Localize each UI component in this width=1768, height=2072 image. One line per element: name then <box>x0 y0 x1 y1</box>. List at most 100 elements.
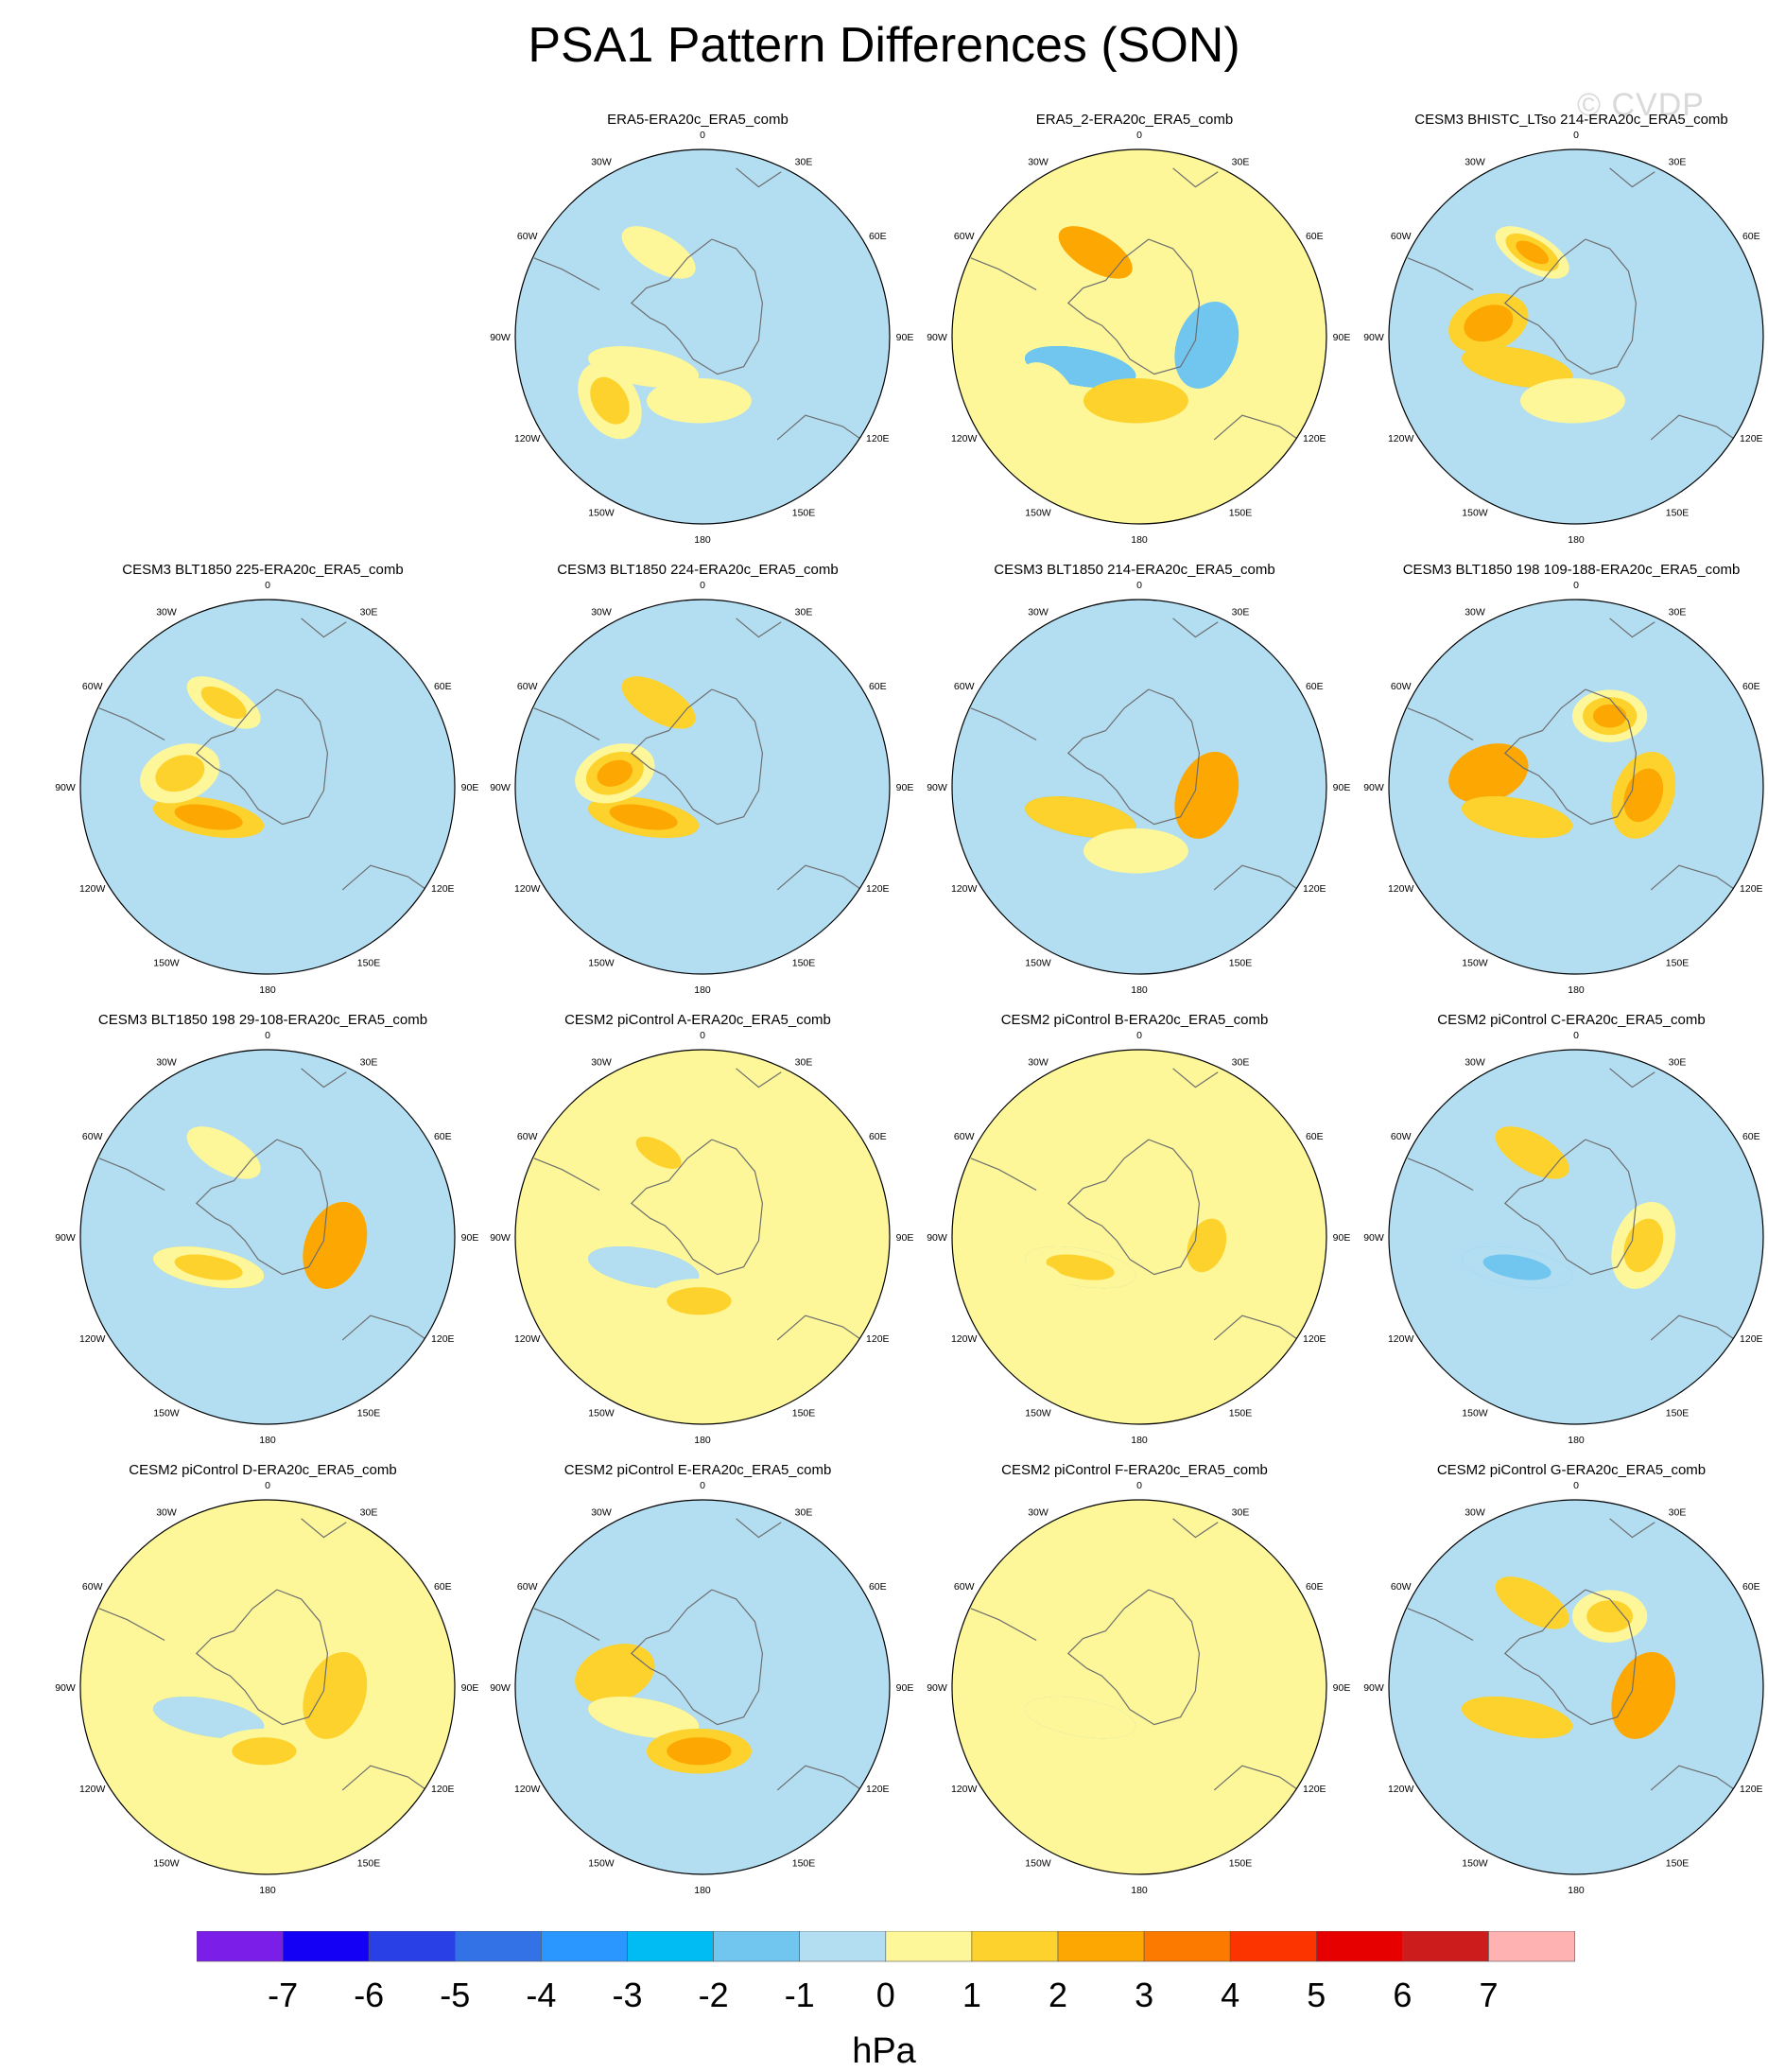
longitude-label: 120W <box>1388 1784 1414 1795</box>
map-border <box>79 1049 456 1425</box>
longitude-label: 150E <box>792 1857 816 1869</box>
map-background-fill <box>1389 1500 1763 1874</box>
colorbar-swatch <box>885 1931 973 1962</box>
australia-coastline <box>341 864 427 891</box>
longitude-label: 60W <box>82 1131 103 1142</box>
longitude-label: 120E <box>431 1333 455 1345</box>
contour-level-2 <box>1046 1254 1115 1280</box>
panel-title: CESM3 BLT1850 198 109-188-ERA20c_ERA5_co… <box>1402 562 1741 578</box>
contour-level-2 <box>155 755 205 792</box>
longitude-label: 120W <box>951 1333 978 1345</box>
longitude-label: 30W <box>591 607 612 618</box>
longitude-label: 30W <box>591 1507 612 1519</box>
longitude-label: 150E <box>1666 1857 1690 1869</box>
longitude-label: 150W <box>1462 957 1488 968</box>
south-america-coastline <box>970 1608 1037 1642</box>
south-america-coastline <box>970 257 1037 291</box>
australia-coastline <box>1650 1315 1736 1341</box>
south-america-coastline <box>98 707 165 741</box>
antarctica-coastline <box>195 1589 329 1726</box>
longitude-label: 30E <box>1669 157 1687 168</box>
map-background-fill <box>1389 1050 1763 1424</box>
longitude-label: 0 <box>1573 130 1579 141</box>
longitude-label: 0 <box>700 130 705 141</box>
longitude-label: 150W <box>1025 1857 1051 1869</box>
longitude-label: 90W <box>490 1232 511 1244</box>
colorbar-tick-label: 6 <box>1393 1976 1412 2014</box>
longitude-label: 60W <box>517 1581 538 1593</box>
longitude-label: 180 <box>1131 1435 1148 1446</box>
colorbar-swatch <box>1057 1931 1145 1962</box>
australia-coastline <box>776 864 862 891</box>
map-background-fill <box>80 600 455 974</box>
longitude-label: 0 <box>1136 1480 1142 1491</box>
map-border <box>951 1049 1327 1425</box>
longitude-label: 150W <box>1025 507 1051 518</box>
panel-title: CESM2 piControl C-ERA20c_ERA5_comb <box>1437 1012 1706 1028</box>
longitude-label: 150W <box>153 1857 180 1869</box>
antarctica-coastline <box>630 238 764 375</box>
antarctica-coastline <box>1066 1139 1201 1276</box>
colorbar-tick-label: 7 <box>1479 1976 1498 2014</box>
colorbar-tick-label: 3 <box>1135 1976 1153 2014</box>
longitude-label: 120W <box>951 433 978 444</box>
longitude-label: 30E <box>795 1057 813 1069</box>
map-border <box>1388 599 1764 975</box>
map-panel: CESM3 BLT1850 198 109-188-ERA20c_ERA5_co… <box>1354 562 1768 1006</box>
longitude-label: 180 <box>694 1435 711 1446</box>
africa-coastline <box>1609 1068 1655 1088</box>
panel-title: CESM3 BLT1850 198 29-108-ERA20c_ERA5_com… <box>97 1012 428 1028</box>
longitude-label: 150W <box>153 957 180 968</box>
longitude-label: 60W <box>82 681 103 692</box>
australia-coastline <box>1213 1765 1299 1791</box>
contour-level-1 <box>1462 346 1573 389</box>
australia-coastline <box>341 1315 427 1341</box>
longitude-label: 90W <box>55 1682 76 1694</box>
longitude-label: 120W <box>1388 1333 1414 1345</box>
longitude-label: 150W <box>1462 507 1488 518</box>
longitude-label: 180 <box>259 1435 276 1446</box>
longitude-label: 120W <box>79 1333 106 1345</box>
longitude-label: 0 <box>700 1030 705 1041</box>
colorbar-tick-label: -7 <box>268 1976 298 2014</box>
longitude-label: 90W <box>55 1232 76 1244</box>
longitude-label: 120E <box>1740 433 1763 444</box>
contour-level-1 <box>1174 301 1239 389</box>
longitude-label: 180 <box>1131 984 1148 996</box>
longitude-label: 60E <box>1742 1131 1760 1142</box>
longitude-label: 0 <box>1573 1480 1579 1491</box>
longitude-label: 30W <box>1465 607 1485 618</box>
longitude-label: 30W <box>156 1507 177 1519</box>
map-background-fill <box>515 1050 890 1424</box>
map-background-fill <box>515 149 890 524</box>
map-panel: ERA5_2-ERA20c_ERA5_comb 0 30E 60E 90E 120E 150… <box>917 112 1361 556</box>
contour-level-1 <box>588 1697 700 1739</box>
longitude-label: 120W <box>951 883 978 895</box>
longitude-label: 60E <box>1306 231 1324 242</box>
longitude-label: 150W <box>1025 957 1051 968</box>
longitude-label: 90W <box>927 1682 947 1694</box>
panel-title: CESM2 piControl D-ERA20c_ERA5_comb <box>129 1462 397 1478</box>
contour-level-2 <box>635 1136 682 1169</box>
colorbar-tick-label: 4 <box>1221 1976 1239 2014</box>
longitude-label: 0 <box>265 580 270 591</box>
longitude-label: 150E <box>792 507 816 518</box>
africa-coastline <box>736 1518 782 1539</box>
longitude-label: 60W <box>82 1581 103 1593</box>
longitude-label: 120E <box>1303 1333 1326 1345</box>
map-border <box>79 599 456 975</box>
south-america-coastline <box>533 1158 600 1192</box>
south-america-coastline <box>533 1608 600 1642</box>
colorbar-units-label: hPa <box>852 2031 916 2071</box>
longitude-label: 90W <box>490 332 511 343</box>
map-background-fill <box>952 149 1326 524</box>
longitude-label: 180 <box>694 1885 711 1896</box>
africa-coastline <box>1609 167 1655 188</box>
longitude-label: 120E <box>1303 883 1326 895</box>
